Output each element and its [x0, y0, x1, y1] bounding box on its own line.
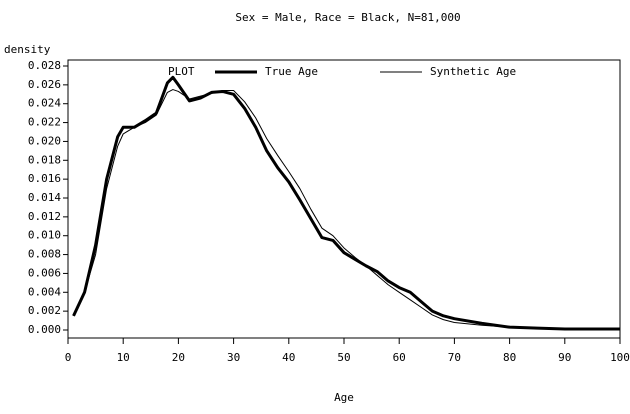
x-axis-label: Age	[334, 391, 354, 404]
y-tick-label: 0.026	[28, 78, 61, 91]
y-tick-label: 0.008	[28, 248, 61, 261]
legend-title: PLOT	[168, 65, 195, 78]
x-tick-label: 90	[558, 351, 571, 364]
y-tick-label: 0.016	[28, 172, 61, 185]
y-tick-label: 0.002	[28, 304, 61, 317]
legend-label: True Age	[265, 65, 318, 78]
x-tick-label: 20	[172, 351, 185, 364]
x-tick-label: 60	[393, 351, 406, 364]
x-tick-label: 100	[610, 351, 630, 364]
x-tick-label: 80	[503, 351, 516, 364]
data-line	[72, 75, 620, 331]
y-tick-label: 0.004	[28, 285, 61, 298]
x-tick-label: 50	[337, 351, 350, 364]
chart-title: Sex = Male, Race = Black, N=81,000	[235, 11, 460, 24]
data-line	[73, 89, 620, 330]
plot-frame	[67, 59, 621, 339]
legend-label: Synthetic Age	[430, 65, 516, 78]
y-tick-label: 0.020	[28, 134, 61, 147]
y-tick-label: 0.012	[28, 210, 61, 223]
y-tick-label: 0.014	[28, 191, 61, 204]
x-tick-label: 40	[282, 351, 295, 364]
x-tick-label: 30	[227, 351, 240, 364]
x-tick-label: 0	[65, 351, 72, 364]
y-tick-label: 0.028	[28, 59, 61, 72]
y-tick-label: 0.010	[28, 229, 61, 242]
y-tick-label: 0.000	[28, 323, 61, 336]
y-tick-label: 0.022	[28, 116, 61, 129]
y-axis-label: density	[4, 43, 51, 56]
y-tick-label: 0.018	[28, 153, 61, 166]
x-tick-label: 10	[117, 351, 130, 364]
y-tick-label: 0.024	[28, 97, 61, 110]
x-tick-label: 70	[448, 351, 461, 364]
y-tick-label: 0.006	[28, 266, 61, 279]
